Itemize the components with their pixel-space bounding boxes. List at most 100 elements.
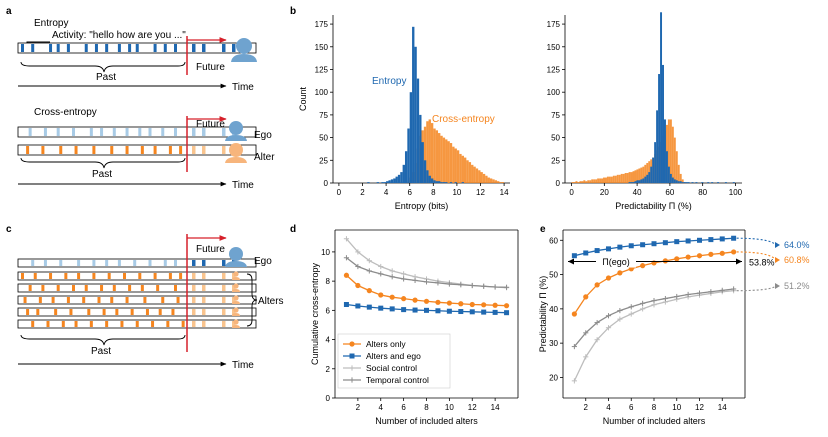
alter-seq-c-event (120, 321, 124, 327)
y-tick-label: 0 (326, 394, 331, 403)
histogram-bar (367, 182, 370, 183)
data-point (435, 299, 441, 305)
histogram-bar (606, 176, 609, 183)
data-point (366, 304, 372, 310)
histogram-bar (681, 179, 684, 183)
alter-seq-c-future-event (232, 285, 236, 291)
x-tick-label: 4 (606, 403, 611, 412)
entropy-seq-event (153, 44, 157, 52)
histogram-bar (423, 160, 427, 183)
alters-sequences (17, 258, 257, 329)
data-point (492, 302, 498, 308)
alter-seq-c-event (181, 321, 185, 327)
data-point (424, 307, 429, 313)
data-point (606, 246, 611, 252)
data-point (731, 235, 737, 241)
histogram-bar (638, 168, 641, 183)
x-tick-label: 8 (652, 403, 657, 412)
chart-cumulative-cross-entropy: 2 4 6 8 10 12 14 0 2 4 6 8 10 Number of included alte… (310, 229, 519, 426)
histogram-bar (494, 180, 498, 183)
x-tick-label: 14 (500, 188, 509, 197)
y-tick-label: 150 (547, 43, 561, 52)
alter-seq-c-future-event (192, 321, 196, 327)
legend-marker (349, 341, 355, 347)
alter-seq-c-event (36, 309, 40, 315)
entropy-seq-future-event (202, 44, 206, 52)
cross-entropy-title: Cross-entropy (34, 107, 97, 118)
x-tick-label: 2 (584, 403, 589, 412)
chart-predictability-histogram: 0 20 40 60 80 100 0 25 50 75 100 125 150 175 Predictab… (547, 12, 743, 211)
x-tick-label: 4 (379, 403, 384, 412)
histogram-bar (452, 146, 455, 183)
y-tick-label: 75 (319, 111, 328, 120)
alter-seq-c-future-event (192, 285, 196, 291)
entropy-seq-event (163, 44, 167, 52)
x-tick-label: 0 (569, 188, 574, 197)
cross-entropy-annotation: Cross-entropy (432, 114, 495, 125)
ego-seq-future-event (192, 128, 196, 136)
data-point (435, 308, 441, 314)
data-point (458, 301, 464, 307)
alter-seq-c-event (66, 297, 70, 303)
histogram-bar (421, 142, 424, 183)
alter-seq-future-event (192, 146, 196, 154)
ego-seq-c-event (133, 260, 137, 266)
data-point (481, 302, 487, 308)
past-label-a2: Past (92, 169, 112, 180)
histogram-bar (675, 151, 678, 183)
alter-seq-event (92, 146, 96, 154)
alter-seq-c-future-event (232, 297, 236, 303)
data-point (378, 292, 384, 298)
entropy-seq-future-event (222, 44, 226, 52)
histogram-bar (648, 161, 651, 183)
data-point (640, 242, 646, 248)
y-tick-label: 20 (549, 373, 558, 382)
alter-seq-c-event (97, 297, 101, 303)
histogram-bar (575, 181, 578, 183)
future-label-a1: Future (196, 62, 225, 73)
data-point (719, 236, 725, 242)
histogram-bar (581, 181, 584, 183)
alter-seq-c-event (46, 321, 50, 327)
entropy-sequence (17, 42, 257, 54)
alter-seq-c-event (156, 285, 160, 291)
alter-seq-c-event (82, 297, 86, 303)
histogram-bar (589, 180, 592, 183)
ego-seq-c-event (92, 260, 96, 266)
data-point (469, 309, 475, 315)
alter-seq-c-future-event (232, 309, 236, 315)
past-label-c: Past (91, 346, 111, 357)
histogram-bar (376, 182, 380, 183)
histogram-bar (660, 12, 663, 183)
data-point (504, 310, 510, 316)
x-tick-label: 12 (695, 403, 704, 412)
histogram-bar (701, 182, 704, 183)
histogram-bar (612, 175, 615, 183)
x-tick-label: 80 (698, 188, 707, 197)
histogram-bar (622, 173, 625, 183)
data-point (481, 309, 487, 315)
histogram-bar (442, 182, 446, 183)
histogram-bar (435, 130, 439, 183)
histogram-bar (599, 178, 602, 183)
alter-seq-c-event (100, 285, 104, 291)
entropy-seq-event (66, 44, 70, 52)
alter-seq-c-event (74, 321, 78, 327)
histogram-bar (466, 160, 469, 183)
alter-seq-c-future-event (222, 309, 226, 315)
histogram-bar (616, 174, 619, 183)
histogram-bar (485, 175, 488, 183)
time-label-a1: Time (232, 82, 254, 93)
past-brace-c (20, 334, 186, 346)
data-point (662, 258, 668, 264)
histogram-bar (597, 178, 600, 183)
histogram-bar (687, 182, 690, 183)
alter-seq-c-event (123, 273, 126, 279)
alter-seq-c-frame (17, 307, 257, 317)
alter-seq-c-event (153, 273, 157, 279)
data-point (446, 300, 452, 306)
histogram-bar (433, 128, 436, 183)
data-point (594, 248, 600, 254)
histogram-bar (671, 177, 674, 183)
y-tick-label: 60 (549, 236, 558, 245)
